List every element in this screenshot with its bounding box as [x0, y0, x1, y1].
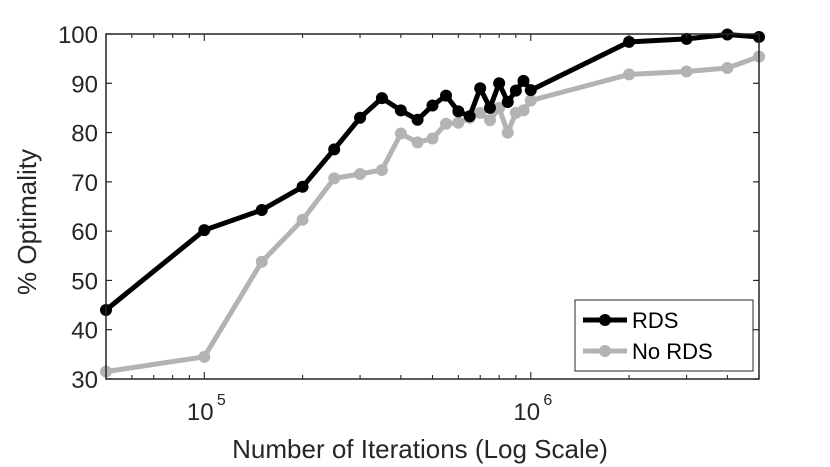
- legend-label-rds: RDS: [632, 308, 678, 333]
- y-tick-label: 30: [71, 367, 98, 394]
- data-point-rds: [517, 74, 530, 87]
- data-point-rds: [440, 89, 453, 102]
- data-point-rds: [493, 77, 506, 90]
- data-point-no-rds: [440, 117, 453, 130]
- data-point-rds: [623, 35, 636, 48]
- data-point-rds: [463, 110, 476, 123]
- data-point-no-rds: [493, 101, 506, 114]
- data-point-rds: [509, 84, 522, 97]
- data-point-no-rds: [524, 94, 537, 107]
- data-point-no-rds: [296, 213, 309, 226]
- data-point-no-rds: [328, 172, 341, 185]
- y-tick-label: 90: [71, 71, 98, 98]
- y-tick-label: 50: [71, 268, 98, 295]
- series-line-no-rds: [103, 54, 762, 375]
- data-point-no-rds: [354, 167, 367, 180]
- x-tick-label-exponent: 6: [543, 392, 552, 409]
- y-axis-ticks: 30 40 50 60 70 80 90 100: [58, 22, 759, 394]
- legend: RDS No RDS: [574, 299, 754, 372]
- data-point-rds: [501, 96, 514, 109]
- y-tick-label: 40: [71, 318, 98, 345]
- data-point-no-rds: [517, 104, 530, 117]
- data-point-rds: [411, 113, 424, 126]
- data-point-no-rds: [474, 106, 487, 119]
- data-point-rds: [354, 111, 367, 124]
- data-point-rds: [375, 92, 388, 105]
- data-point-no-rds: [255, 255, 268, 268]
- data-point-rds: [524, 84, 537, 97]
- y-tick-label: 80: [71, 121, 98, 148]
- data-point-rds: [483, 101, 496, 114]
- data-point-no-rds: [680, 65, 693, 78]
- data-point-no-rds: [394, 127, 407, 140]
- data-point-rds: [426, 99, 439, 112]
- data-point-no-rds: [623, 68, 636, 81]
- data-point-rds: [198, 224, 211, 237]
- data-point-no-rds: [452, 116, 465, 129]
- series-line-rds: [103, 32, 762, 313]
- data-point-rds: [296, 180, 309, 193]
- y-tick-label: 100: [58, 22, 98, 49]
- data-point-rds: [452, 105, 465, 118]
- y-axis-label: % Optimality: [12, 149, 42, 295]
- legend-marker-no-rds: [599, 345, 611, 357]
- data-point-no-rds: [411, 136, 424, 149]
- data-point-no-rds: [721, 62, 734, 75]
- y-tick-label: 60: [71, 219, 98, 246]
- data-point-rds: [394, 104, 407, 117]
- data-point-rds: [474, 82, 487, 95]
- x-tick-label-exponent: 5: [217, 392, 226, 409]
- data-point-no-rds: [501, 126, 514, 139]
- data-point-rds: [328, 143, 341, 156]
- data-point-no-rds: [483, 114, 496, 127]
- data-point-no-rds: [426, 132, 439, 145]
- data-point-rds: [255, 203, 268, 216]
- legend-box: [574, 299, 754, 372]
- x-tick-label: 10: [513, 399, 540, 426]
- data-point-no-rds: [375, 164, 388, 177]
- x-axis-label: Number of Iterations (Log Scale): [232, 434, 608, 464]
- legend-marker-rds: [599, 314, 611, 326]
- legend-label-no-rds: No RDS: [632, 339, 713, 364]
- y-tick-label: 70: [71, 170, 98, 197]
- data-point-rds: [680, 32, 693, 45]
- x-tick-label: 10: [187, 399, 214, 426]
- x-axis-ticks: 10 5 10 6: [105, 34, 760, 426]
- data-point-no-rds: [198, 350, 211, 363]
- series-layer: [100, 28, 765, 378]
